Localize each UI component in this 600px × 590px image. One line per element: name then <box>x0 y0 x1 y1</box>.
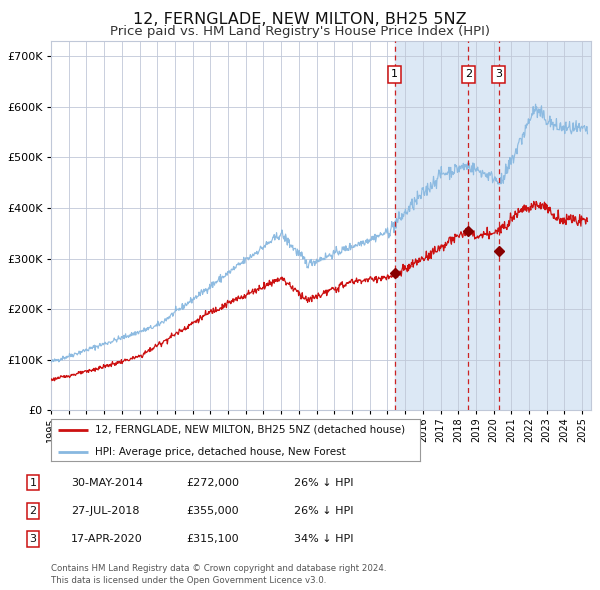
Text: 30-MAY-2014: 30-MAY-2014 <box>71 478 143 487</box>
Bar <box>395 41 591 410</box>
Text: 17-APR-2020: 17-APR-2020 <box>71 535 143 544</box>
Text: 1: 1 <box>391 70 398 80</box>
Text: 3: 3 <box>495 70 502 80</box>
Text: £272,000: £272,000 <box>186 478 239 487</box>
Text: 34% ↓ HPI: 34% ↓ HPI <box>294 535 353 544</box>
Text: 12, FERNGLADE, NEW MILTON, BH25 5NZ (detached house): 12, FERNGLADE, NEW MILTON, BH25 5NZ (det… <box>95 425 406 434</box>
Text: 26% ↓ HPI: 26% ↓ HPI <box>294 478 353 487</box>
Text: 1: 1 <box>29 478 37 487</box>
Text: Contains HM Land Registry data © Crown copyright and database right 2024.
This d: Contains HM Land Registry data © Crown c… <box>51 564 386 585</box>
Text: 3: 3 <box>29 535 37 544</box>
Text: 26% ↓ HPI: 26% ↓ HPI <box>294 506 353 516</box>
Text: 2: 2 <box>29 506 37 516</box>
Text: Price paid vs. HM Land Registry's House Price Index (HPI): Price paid vs. HM Land Registry's House … <box>110 25 490 38</box>
Text: 2: 2 <box>465 70 472 80</box>
Text: 27-JUL-2018: 27-JUL-2018 <box>71 506 139 516</box>
Text: HPI: Average price, detached house, New Forest: HPI: Average price, detached house, New … <box>95 447 346 457</box>
Text: £315,100: £315,100 <box>186 535 239 544</box>
Text: £355,000: £355,000 <box>186 506 239 516</box>
Text: 12, FERNGLADE, NEW MILTON, BH25 5NZ: 12, FERNGLADE, NEW MILTON, BH25 5NZ <box>133 12 467 27</box>
